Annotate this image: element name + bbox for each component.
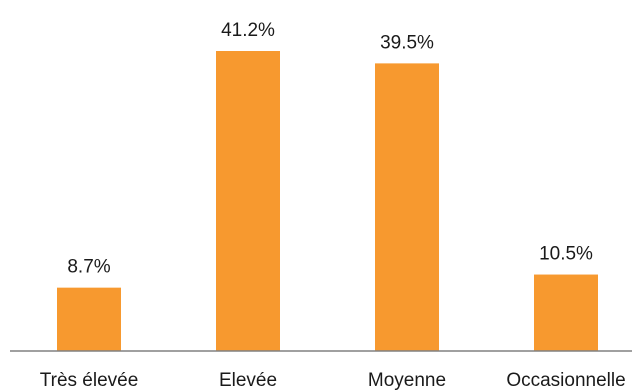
data-labels-layer: 8.7% 41.2% 39.5% 10.5% bbox=[67, 20, 593, 278]
data-label-3: 10.5% bbox=[539, 244, 593, 265]
x-tick-label-0: Très élevée bbox=[40, 370, 139, 390]
data-label-0: 8.7% bbox=[67, 257, 110, 278]
bars-layer bbox=[57, 51, 598, 352]
x-tick-label-3: Occasionnelle bbox=[506, 370, 625, 390]
x-tick-label-2: Moyenne bbox=[368, 370, 446, 390]
bar-3 bbox=[534, 274, 598, 351]
x-tick-label-1: Elevée bbox=[219, 370, 277, 390]
bar-2 bbox=[375, 63, 439, 352]
bar-1 bbox=[216, 51, 280, 351]
data-label-2: 39.5% bbox=[380, 32, 434, 53]
x-tick-labels-layer: Très élevée Elevée Moyenne Occasionnelle bbox=[40, 370, 626, 390]
bar-0 bbox=[57, 287, 121, 351]
data-label-1: 41.2% bbox=[221, 20, 275, 41]
